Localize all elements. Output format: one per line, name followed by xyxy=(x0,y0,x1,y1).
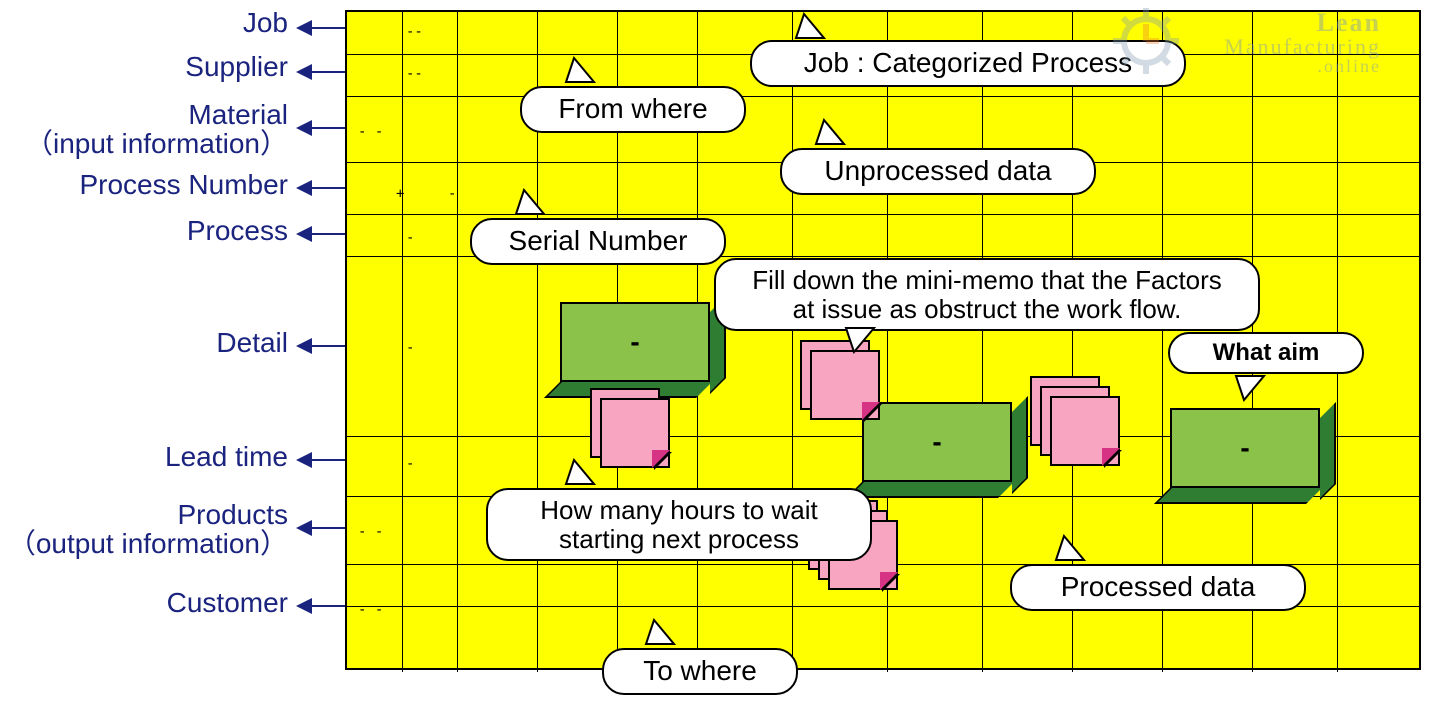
process-block: - xyxy=(560,302,724,396)
callout-tail-icon xyxy=(810,118,850,151)
cell-mark: + xyxy=(396,186,404,202)
arrow-line xyxy=(310,459,345,461)
callout-tail-icon xyxy=(790,12,830,45)
callout-how_many: How many hours to wait starting next pro… xyxy=(486,488,872,561)
callout-tail-icon xyxy=(560,458,600,491)
cell-mark: - xyxy=(406,230,414,246)
callout-tail-icon xyxy=(840,326,880,359)
callout-to_where: To where xyxy=(602,648,798,695)
row-label: Process Number xyxy=(79,170,288,199)
gear-icon xyxy=(1111,6,1181,81)
callout-unprocessed: Unprocessed data xyxy=(780,148,1096,195)
callout-tail-icon xyxy=(510,188,550,221)
cell-mark: - xyxy=(406,456,414,472)
mini-memo xyxy=(600,398,670,468)
grid-row-line xyxy=(347,96,1419,97)
cell-mark: - xyxy=(406,340,414,356)
grid-col-line xyxy=(457,12,458,672)
arrow-line xyxy=(310,605,345,607)
process-block: - xyxy=(1170,408,1334,502)
mini-memo xyxy=(810,350,880,420)
grid-col-line xyxy=(792,12,793,672)
row-label: Customer xyxy=(167,588,288,617)
process-block-face: - xyxy=(1170,408,1320,488)
row-label: Detail xyxy=(216,328,288,357)
cell-mark: - xyxy=(448,186,456,202)
cell-mark: -- xyxy=(406,24,423,40)
diagram-stage: Lean Manufacturing .online JobSupplierMa… xyxy=(0,0,1431,708)
callout-processed: Processed data xyxy=(1010,564,1306,611)
watermark-line3: .online xyxy=(1318,56,1382,77)
cell-mark: - - xyxy=(358,524,383,540)
callout-tail-icon xyxy=(1230,374,1270,407)
callout-tail-icon xyxy=(560,56,600,89)
callout-serial: Serial Number xyxy=(470,218,726,265)
mini-memo xyxy=(1050,396,1120,466)
cell-mark: - - xyxy=(358,602,383,618)
callout-tail-icon xyxy=(640,618,680,651)
process-block-face: - xyxy=(560,302,710,382)
arrow-line xyxy=(310,71,345,73)
cell-mark: -- xyxy=(406,66,423,82)
arrow-line xyxy=(310,187,345,189)
row-label: Job xyxy=(243,8,288,37)
grid-row-line xyxy=(347,214,1419,215)
grid-col-line xyxy=(402,12,403,672)
arrow-line xyxy=(310,127,345,129)
cell-mark: - - xyxy=(358,124,383,140)
arrow-line xyxy=(310,527,345,529)
arrow-line xyxy=(310,233,345,235)
callout-what_aim: What aim xyxy=(1168,332,1364,374)
grid-col-line xyxy=(982,12,983,672)
row-label: Supplier xyxy=(185,52,288,81)
mini-memo-stack xyxy=(1030,376,1120,466)
mini-memo-stack xyxy=(590,388,680,478)
callout-fill_memo: Fill down the mini-memo that the Factors… xyxy=(714,258,1260,331)
arrow-line xyxy=(310,27,345,29)
row-label: Products （output information） xyxy=(8,500,288,559)
arrow-line xyxy=(310,345,345,347)
row-label: Process xyxy=(187,216,288,245)
row-label: Lead time xyxy=(165,442,288,471)
row-label: Material （input information） xyxy=(25,100,288,159)
callout-from_where: From where xyxy=(520,86,746,133)
callout-tail-icon xyxy=(1050,534,1090,567)
